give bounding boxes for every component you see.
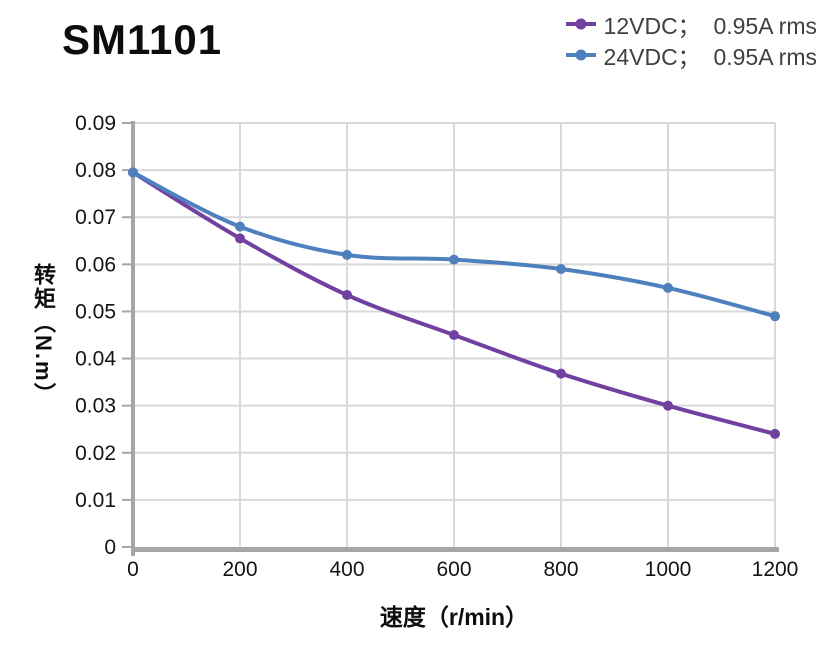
data-point-marker	[235, 233, 245, 244]
svg-text:1200: 1200	[752, 558, 799, 581]
data-point-marker	[770, 311, 780, 322]
data-point-marker	[556, 264, 566, 275]
legend-marker-icon	[565, 49, 596, 60]
data-point-marker	[235, 221, 245, 232]
svg-text:0.03: 0.03	[75, 395, 116, 418]
svg-text:0.04: 0.04	[75, 348, 116, 371]
series-12vdc	[128, 167, 780, 439]
data-point-marker	[663, 400, 673, 411]
chart-title: SM1101	[62, 16, 223, 63]
svg-text:0: 0	[127, 558, 139, 581]
data-point-marker	[342, 289, 352, 300]
data-point-marker	[663, 282, 673, 293]
svg-text:200: 200	[222, 558, 257, 581]
data-point-marker	[770, 428, 780, 439]
data-point-marker	[449, 254, 459, 265]
svg-text:400: 400	[329, 558, 364, 581]
svg-text:800: 800	[543, 558, 578, 581]
legend-marker-icon	[565, 18, 596, 29]
svg-text:0.08: 0.08	[75, 159, 116, 182]
svg-text:0.09: 0.09	[75, 112, 116, 135]
svg-text:0.01: 0.01	[75, 489, 116, 512]
x-axis-title: 速度（r/min）	[379, 604, 529, 630]
legend-label: 24VDC； 0.95A rms	[603, 43, 817, 70]
legend-item: 12VDC； 0.95A rms	[563, 8, 817, 39]
svg-text:600: 600	[436, 558, 471, 581]
svg-text:1000: 1000	[645, 558, 692, 581]
svg-text:0.02: 0.02	[75, 442, 116, 465]
y-tick-labels: 0 0.01 0.02 0.03 0.04 0.05 0.06 0.07 0.08 0.09	[75, 112, 116, 559]
data-point-marker	[128, 167, 138, 178]
data-point-marker	[556, 368, 566, 379]
series-24vdc	[128, 167, 780, 322]
legend: 12VDC； 0.95A rms 24VDC； 0.95A rms	[563, 8, 817, 70]
data-point-marker	[449, 330, 459, 340]
svg-text:0.05: 0.05	[75, 300, 116, 323]
svg-text:0.07: 0.07	[75, 206, 116, 229]
data-point-marker	[342, 249, 352, 260]
y-axis-title: 转矩（N.m）	[31, 263, 56, 407]
legend-label: 12VDC； 0.95A rms	[603, 12, 817, 39]
legend-item: 24VDC； 0.95A rms	[563, 39, 817, 70]
x-tick-labels: 0 200 400 600 800 1000 1200	[127, 558, 798, 581]
svg-text:0.06: 0.06	[75, 253, 116, 276]
svg-text:0: 0	[104, 536, 116, 559]
axes	[122, 121, 779, 556]
